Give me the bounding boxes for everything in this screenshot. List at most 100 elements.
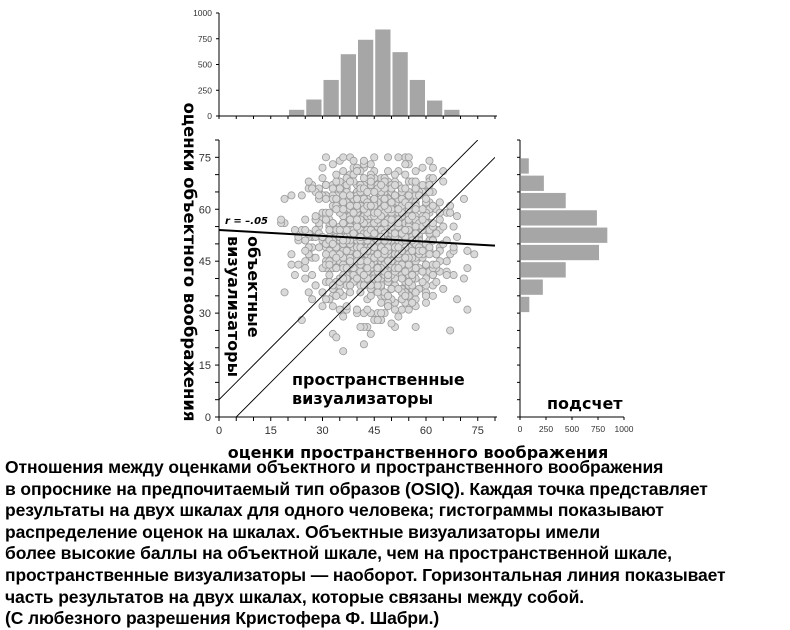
- scatter-point: [408, 271, 417, 280]
- scatter-point: [390, 191, 399, 200]
- scatter-point: [328, 160, 337, 169]
- scatter-point: [401, 291, 410, 300]
- caption-line: распределение оценок на шкалах. Объектны…: [5, 521, 601, 542]
- scatter-point: [418, 181, 427, 190]
- scatter-point: [363, 264, 372, 273]
- scatter-point: [301, 264, 310, 273]
- scatter-point: [453, 295, 462, 304]
- scatter-point: [359, 340, 368, 349]
- scatter-point: [308, 184, 317, 193]
- scatter-point: [290, 226, 299, 235]
- scatter-point: [401, 160, 410, 169]
- x-tick-label: 60: [420, 425, 432, 437]
- scatter-point: [418, 267, 427, 276]
- scatter-point: [387, 215, 396, 224]
- scatter-point: [463, 305, 472, 314]
- scatter-point: [394, 205, 403, 214]
- scatter-point: [411, 167, 420, 176]
- scatter-point: [411, 322, 420, 331]
- scatter-point: [352, 201, 361, 210]
- scatter-point: [432, 229, 441, 238]
- scatter-point: [356, 322, 365, 331]
- scatter-point: [373, 250, 382, 259]
- scatter-point: [325, 226, 334, 235]
- scatter-point: [315, 243, 324, 252]
- scatter-point: [352, 222, 361, 231]
- scatter-point: [301, 226, 310, 235]
- histogram-bar: [392, 52, 408, 116]
- y-tick-label: 250: [198, 85, 212, 95]
- scatter-point: [363, 305, 372, 314]
- y-tick-label: 1000: [193, 8, 212, 18]
- caption-line: часть результатов на двух шкалах, которы…: [5, 586, 585, 607]
- scatter-point: [346, 177, 355, 186]
- scatter-point: [425, 181, 434, 190]
- x-tick-label: 45: [368, 425, 380, 437]
- scatter-point: [394, 284, 403, 293]
- scatter-point: [311, 253, 320, 262]
- scatter-point: [297, 191, 306, 200]
- caption-line: Отношения между оценками объектного и пр…: [5, 457, 664, 477]
- scatter-point: [325, 260, 334, 269]
- scatter-point: [394, 264, 403, 273]
- scatter-point: [404, 191, 413, 200]
- scatter-point: [390, 181, 399, 190]
- scatter-point: [377, 181, 386, 190]
- histogram-bar: [375, 29, 391, 117]
- x-tick-label: 75: [472, 425, 484, 437]
- scatter-point: [411, 264, 420, 273]
- scatter-point: [325, 208, 334, 217]
- scatter-point: [349, 208, 358, 217]
- scatter-point: [384, 291, 393, 300]
- scatter-point: [366, 281, 375, 290]
- scatter-point: [428, 163, 437, 172]
- scatter-point: [346, 288, 355, 297]
- scatter-point: [425, 156, 434, 165]
- y-tick-label: 30: [199, 308, 211, 320]
- y-tick-label: 45: [199, 256, 211, 268]
- scatter-point: [428, 174, 437, 183]
- object-visualizers-annotation: объектные визуализаторы: [224, 236, 263, 377]
- caption-line: (С любезного разрешения Кристофера Ф. Ша…: [5, 608, 440, 629]
- scatter-point: [435, 215, 444, 224]
- scatter-point: [394, 153, 403, 162]
- scatter-point: [328, 219, 337, 228]
- scatter-point: [421, 298, 430, 307]
- scatter-point: [328, 184, 337, 193]
- scatter-point: [277, 215, 286, 224]
- scatter-point: [342, 226, 351, 235]
- scatter-point: [401, 253, 410, 262]
- scatter-point: [390, 170, 399, 179]
- scatter-point: [339, 347, 348, 356]
- scatter-point: [370, 187, 379, 196]
- scatter-point: [301, 274, 310, 283]
- scatter-point: [459, 194, 468, 203]
- scatter-point: [328, 302, 337, 311]
- x-tick-label: 0: [216, 425, 222, 437]
- scatter-point: [352, 274, 361, 283]
- scatter-point: [463, 264, 472, 273]
- scatter-point: [301, 257, 310, 266]
- scatter-point: [439, 167, 448, 176]
- scatter-point: [311, 212, 320, 221]
- scatter-point: [318, 288, 327, 297]
- scatter-point: [421, 260, 430, 269]
- scatter-point: [301, 246, 310, 255]
- scatter-point: [346, 201, 355, 210]
- scatter-point: [449, 222, 458, 231]
- scatter-point: [294, 260, 303, 269]
- histogram-bar: [427, 100, 443, 116]
- scatter-point: [439, 177, 448, 186]
- scatter-point: [418, 205, 427, 214]
- scatter-point: [373, 264, 382, 273]
- x-tick-label: 0: [518, 424, 523, 434]
- regression-line: [218, 229, 496, 247]
- scatter-point: [377, 309, 386, 318]
- scatter-point: [366, 201, 375, 210]
- scatter-point: [408, 298, 417, 307]
- scatter-point: [321, 181, 330, 190]
- annotation-line: объектные: [244, 236, 263, 338]
- scatter-point: [428, 271, 437, 280]
- scatter-point: [352, 194, 361, 203]
